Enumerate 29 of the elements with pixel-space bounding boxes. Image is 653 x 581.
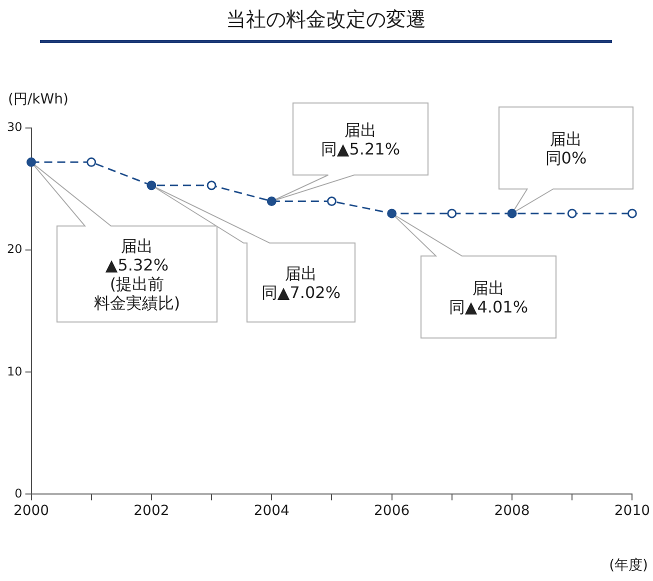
y-tick-label: 0 [14,486,22,500]
x-tick-label: 2000 [13,503,50,520]
x-tick-label: 2002 [134,503,170,520]
x-tick-label: 2004 [254,503,290,520]
point [447,208,457,218]
annotation: 届出同▲4.01% [448,278,528,316]
x-axis-title: (年度) [609,558,648,574]
chart-title: 当社の料金改定の変遷 [225,6,427,33]
point [627,208,637,218]
annotation: 届出同▲7.02% [261,264,341,302]
annotation: 届出▲5.32%(提出前料金実績比) [94,236,180,312]
point [26,157,36,167]
x-tick-label: 2010 [614,503,650,520]
y-tick-label: 20 [6,242,22,256]
x-tick-label: 2006 [374,503,410,520]
annotation: 届出同0% [545,130,587,168]
point [387,208,397,218]
y-tick-label: 30 [6,120,22,134]
y-tick-label: 10 [6,364,22,378]
point [507,208,517,218]
x-tick-label: 2008 [494,503,530,520]
point [326,196,336,206]
point [567,208,577,218]
y-axis-title: (円/kWh) [8,92,68,108]
annotation: 届出同▲5.21% [320,120,400,158]
point [266,196,276,206]
point [146,180,156,190]
point [206,180,216,190]
point [86,157,96,167]
